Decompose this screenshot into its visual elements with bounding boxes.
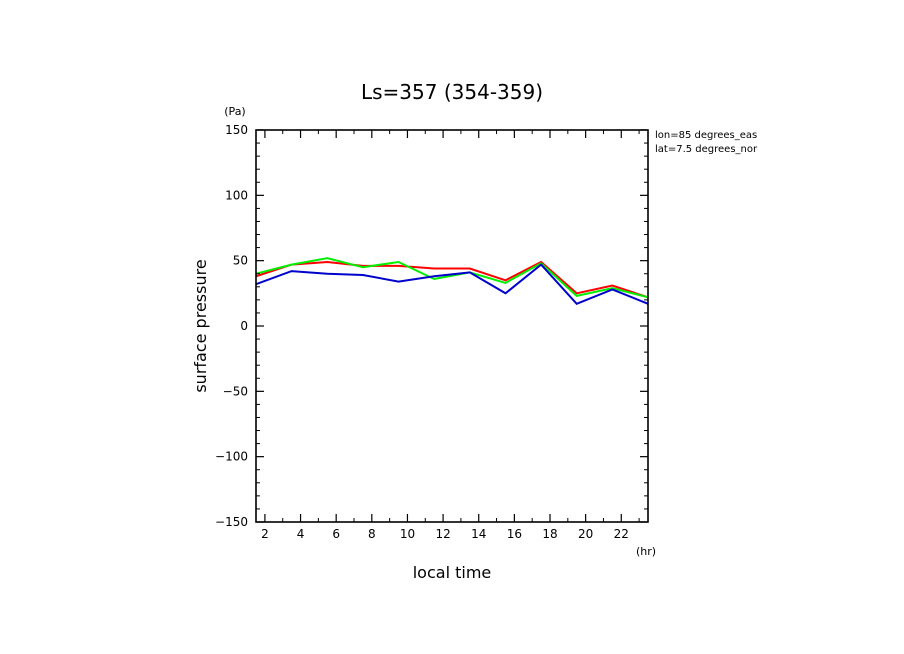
x-tick-label: 4	[297, 527, 305, 541]
x-tick-label: 12	[435, 527, 450, 541]
y-tick-label: −100	[215, 450, 248, 464]
lat-annotation: lat=7.5 degrees_nor	[655, 144, 758, 155]
x-unit-label: (hr)	[636, 545, 656, 558]
x-tick-label: 14	[471, 527, 486, 541]
y-tick-label: −50	[223, 384, 248, 398]
y-unit-label: (Pa)	[224, 105, 245, 118]
series-line-2	[255, 257, 649, 299]
plot-frame	[255, 129, 649, 523]
y-tick-label: 100	[225, 188, 248, 202]
series-layer	[255, 257, 649, 305]
x-tick-label: 16	[507, 527, 522, 541]
x-axis-label: local time	[413, 563, 492, 582]
y-tick-label: 150	[225, 123, 248, 137]
y-tick-label: 50	[233, 254, 248, 268]
x-tick-label: 22	[614, 527, 629, 541]
lon-annotation: lon=85 degrees_eas	[655, 130, 757, 141]
series-line-3	[255, 263, 649, 305]
x-tick-label: 8	[368, 527, 376, 541]
chart-title: Ls=357 (354-359)	[361, 80, 543, 104]
x-tick-label: 6	[332, 527, 340, 541]
x-tick-label: 18	[542, 527, 557, 541]
x-tick-label: 20	[578, 527, 593, 541]
series-line-1	[255, 260, 649, 299]
y-tick-label: 0	[240, 319, 248, 333]
y-tick-label: −150	[215, 515, 248, 529]
x-tick-label: 10	[400, 527, 415, 541]
x-tick-label: 2	[261, 527, 269, 541]
y-axis-label: surface pressure	[191, 259, 210, 392]
ticks-layer: 2 4 6 8 10 12 14 16 18 20 22 −150 −100 −50 0 50 100 150	[215, 123, 648, 541]
